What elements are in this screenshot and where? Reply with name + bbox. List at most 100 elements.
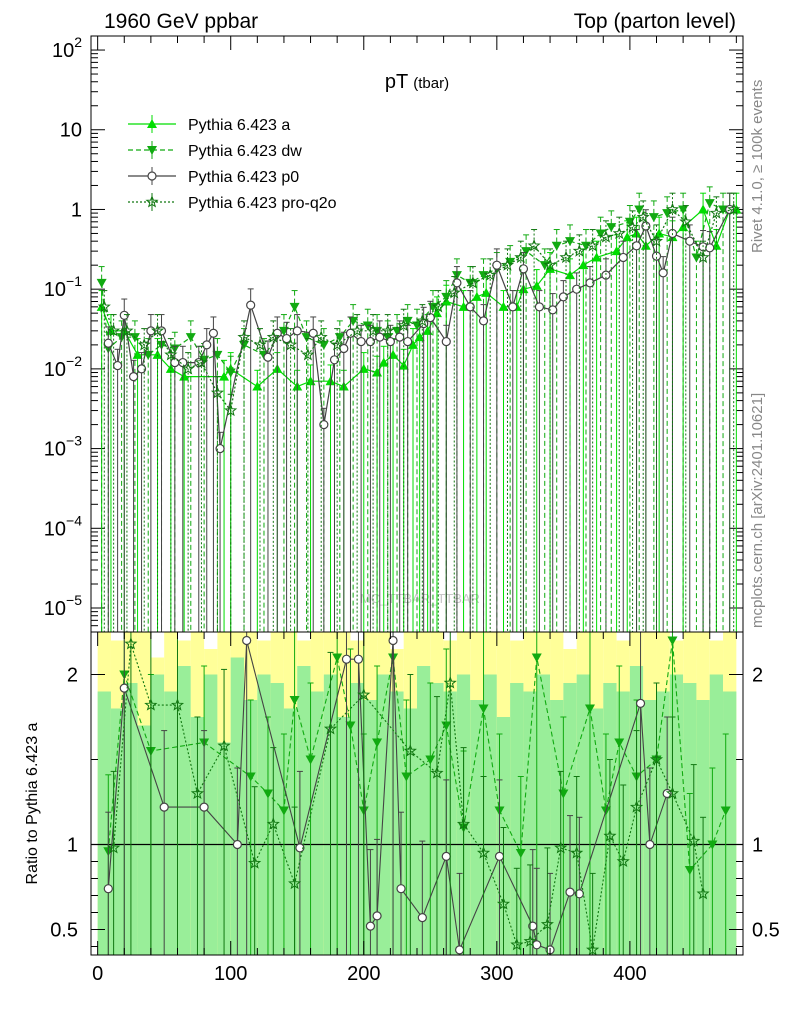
data-point <box>518 264 529 274</box>
data-point <box>658 268 668 278</box>
legend-marker <box>145 195 159 208</box>
data-point <box>120 323 134 337</box>
ratio-y-tick-label-right: 0.5 <box>752 920 780 942</box>
rivet-label: Rivet 4.1.0, ≥ 100k events <box>749 80 766 253</box>
ratio-band-inner <box>669 674 684 955</box>
data-point <box>179 371 190 381</box>
data-point <box>679 214 693 228</box>
legend-label: Pythia 6.423 p0 <box>188 169 299 186</box>
ratio-data-point <box>478 704 489 714</box>
data-point <box>415 313 429 327</box>
data-point <box>119 310 129 320</box>
data-point <box>398 360 409 370</box>
data-point <box>704 199 715 209</box>
ratio-data-point <box>245 772 256 782</box>
plot-title-sub: (tbar) <box>413 75 449 92</box>
ratio-data-point <box>614 738 625 748</box>
data-point <box>237 330 251 343</box>
ratio-data-point <box>159 802 169 812</box>
ratio-data-point <box>667 636 678 646</box>
data-point <box>362 321 373 331</box>
ratio-data-point <box>616 854 630 868</box>
data-point <box>527 238 541 252</box>
x-tick-label: 100 <box>214 963 247 985</box>
ratio-data-point <box>720 806 731 816</box>
data-point <box>301 347 315 361</box>
data-point <box>253 337 267 351</box>
ratio-data-point <box>707 840 718 850</box>
data-point <box>634 205 645 215</box>
ratio-data-point <box>365 921 376 931</box>
data-point <box>606 223 617 233</box>
ratio-data-point <box>665 786 680 800</box>
data-point <box>375 332 385 342</box>
data-point <box>471 291 482 301</box>
ratio-data-point <box>248 856 262 869</box>
x-tick-label: 0 <box>92 963 103 985</box>
y-tick-label: 10−1 <box>44 273 82 301</box>
data-point <box>431 299 445 313</box>
data-point <box>164 347 178 361</box>
ratio-data-point <box>454 945 465 955</box>
data-point <box>113 360 123 371</box>
ratio-band-inner <box>523 691 537 955</box>
ratio-data-point <box>372 911 382 921</box>
data-point <box>625 220 640 233</box>
data-point <box>534 302 545 312</box>
data-point <box>194 355 209 369</box>
data-point <box>330 337 344 351</box>
data-point <box>210 385 224 399</box>
ratio-data-point <box>417 912 427 923</box>
data-point <box>452 278 462 288</box>
legend-marker <box>147 146 157 155</box>
data-point <box>208 328 219 338</box>
data-point <box>318 340 329 350</box>
data-point <box>339 343 349 354</box>
ratio-data-point <box>603 829 617 842</box>
plot-title: pT (tbar) <box>385 71 449 93</box>
data-point <box>611 246 622 256</box>
x-tick-label: 300 <box>480 963 513 985</box>
ratio-data-point <box>266 817 280 830</box>
data-point <box>483 268 497 281</box>
ratio-data-point <box>124 636 138 650</box>
data-point <box>103 338 113 348</box>
data-point <box>266 330 280 343</box>
data-point <box>665 202 680 216</box>
data-point <box>152 349 163 359</box>
mcplots-label: mcplots.cern.ch [arXiv:2401.10621] <box>749 393 766 628</box>
data-point <box>500 258 515 271</box>
ratio-data-point <box>217 738 231 752</box>
y-tick-exponent: −1 <box>66 273 82 289</box>
ratio-band-inner <box>297 666 311 955</box>
ratio-data-point <box>278 806 289 816</box>
data-point <box>492 260 502 270</box>
ratio-data-point <box>443 676 457 689</box>
data-point <box>545 263 556 273</box>
data-point <box>441 336 451 347</box>
ratio-band-inner <box>310 691 324 955</box>
data-point <box>551 241 562 251</box>
ratio-data-point <box>494 851 505 862</box>
data-point <box>107 323 121 337</box>
data-point <box>636 210 650 223</box>
ratio-data-point <box>430 766 444 779</box>
data-point <box>150 323 165 337</box>
y-tick-exponent: −2 <box>66 353 82 369</box>
data-point <box>96 278 107 288</box>
ratio-data-point <box>372 738 383 748</box>
legend-entry-a: Pythia 6.423 a <box>128 115 290 134</box>
ratio-y-tick-label: 2 <box>67 665 78 687</box>
ratio-band-inner <box>137 725 151 955</box>
data-point <box>548 305 558 315</box>
y-tick-label: 10−5 <box>44 592 82 620</box>
data-point <box>447 285 461 299</box>
data-point <box>543 258 557 271</box>
ratio-data-point <box>696 886 710 900</box>
data-point <box>381 323 395 337</box>
ratio-data-point <box>425 755 436 765</box>
y-tick-label: 10−2 <box>44 353 82 381</box>
data-point <box>185 333 196 343</box>
data-point <box>586 238 600 252</box>
